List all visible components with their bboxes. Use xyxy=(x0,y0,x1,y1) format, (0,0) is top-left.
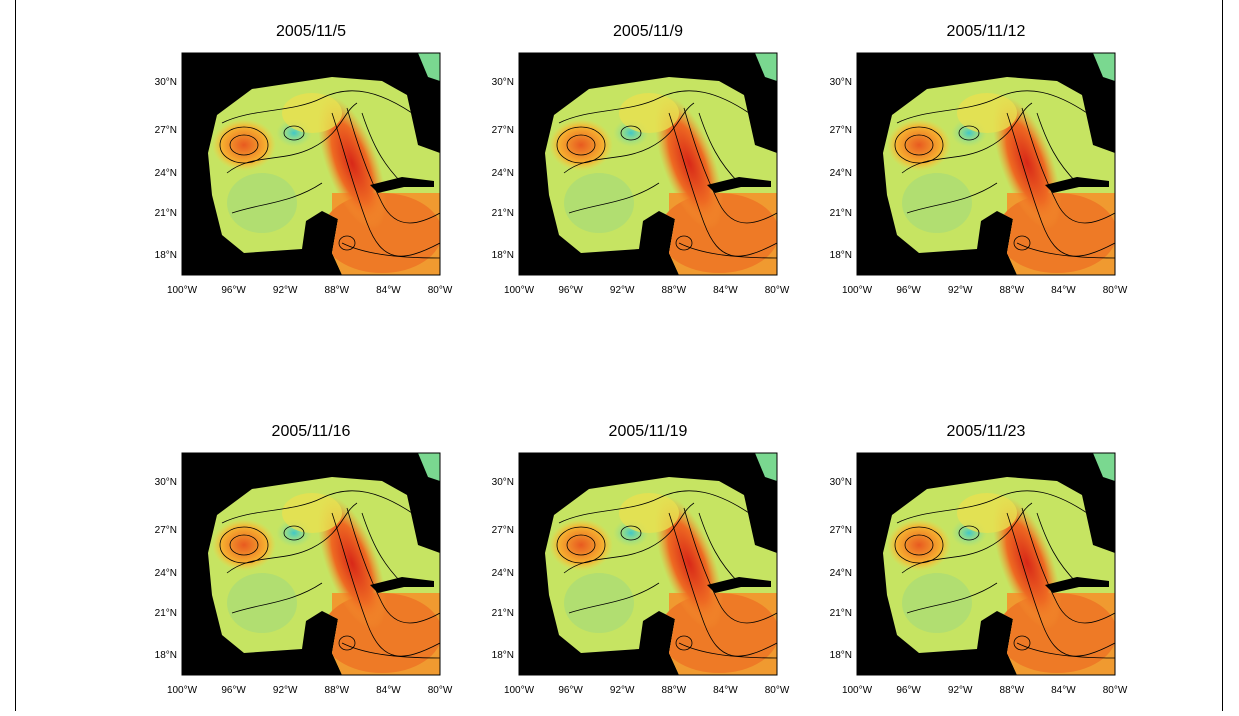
x-tick-label: 88°W xyxy=(662,285,687,296)
map xyxy=(182,453,442,675)
x-tick-label: 84°W xyxy=(713,285,738,296)
y-tick-label: 18°N xyxy=(830,250,852,261)
x-tick-label: 92°W xyxy=(273,285,298,296)
x-tick-label: 100°W xyxy=(842,285,873,296)
x-tick-label: 80°W xyxy=(765,285,790,296)
map xyxy=(857,53,1117,275)
map-panel: 2005/11/9 30°N 27°N 24°N 21°N 18°N 100°W 96°W 92… xyxy=(492,23,790,296)
x-tick-label: 84°W xyxy=(1051,285,1076,296)
map-panel: 2005/11/23 30°N 27°N 24°N 21°N 18°N 100°W 96°W 9… xyxy=(830,423,1128,696)
y-tick-label: 30°N xyxy=(155,477,177,488)
x-tick-label: 96°W xyxy=(896,685,921,696)
panel-title: 2005/11/9 xyxy=(613,23,683,40)
map xyxy=(519,453,779,675)
y-tick-label: 30°N xyxy=(492,77,514,88)
x-tick-label: 96°W xyxy=(221,685,246,696)
map-border xyxy=(518,452,778,676)
y-tick-label: 18°N xyxy=(492,250,514,261)
map-panel: 2005/11/5 30°N 27°N 24°N 21°N 18°N 100°W 96°W 92… xyxy=(155,23,453,296)
y-tick-label: 27°N xyxy=(830,125,852,136)
panel-title: 2005/11/5 xyxy=(276,23,346,40)
x-tick-label: 100°W xyxy=(167,685,198,696)
x-tick-label: 88°W xyxy=(325,685,350,696)
y-tick-label: 24°N xyxy=(830,168,852,179)
map-panel: 2005/11/16 30°N 27°N 24°N 21°N 18°N 100°W 96°W 9… xyxy=(155,423,453,696)
x-tick-label: 100°W xyxy=(167,285,198,296)
y-tick-label: 30°N xyxy=(492,477,514,488)
y-tick-label: 27°N xyxy=(155,525,177,536)
map-border xyxy=(518,52,778,276)
map xyxy=(519,53,779,275)
x-tick-label: 84°W xyxy=(1051,685,1076,696)
y-tick-label: 18°N xyxy=(830,650,852,661)
y-tick-label: 21°N xyxy=(155,608,177,619)
x-tick-label: 92°W xyxy=(948,285,973,296)
x-tick-label: 96°W xyxy=(221,285,246,296)
x-tick-label: 88°W xyxy=(662,685,687,696)
y-tick-label: 30°N xyxy=(155,77,177,88)
y-tick-label: 24°N xyxy=(830,568,852,579)
map-border xyxy=(181,452,441,676)
y-tick-label: 27°N xyxy=(492,125,514,136)
map-panel: 2005/11/19 30°N 27°N 24°N 21°N 18°N 100°W 96°W 9… xyxy=(492,423,790,696)
panel-title: 2005/11/16 xyxy=(272,423,351,440)
x-tick-label: 96°W xyxy=(558,285,583,296)
panel-title: 2005/11/23 xyxy=(947,423,1026,440)
x-tick-label: 92°W xyxy=(273,685,298,696)
y-tick-label: 24°N xyxy=(155,168,177,179)
x-tick-label: 88°W xyxy=(1000,285,1025,296)
x-tick-label: 92°W xyxy=(610,285,635,296)
map xyxy=(857,453,1117,675)
x-tick-label: 96°W xyxy=(896,285,921,296)
panel-title: 2005/11/12 xyxy=(947,23,1026,40)
map xyxy=(182,53,442,275)
map-panel: 2005/11/12 30°N 27°N 24°N 21°N 18°N 100°W 96°W 9… xyxy=(830,23,1128,296)
x-tick-label: 96°W xyxy=(558,685,583,696)
y-tick-label: 24°N xyxy=(492,168,514,179)
x-tick-label: 92°W xyxy=(610,685,635,696)
x-tick-label: 80°W xyxy=(1103,285,1128,296)
x-tick-label: 80°W xyxy=(765,685,790,696)
x-tick-label: 88°W xyxy=(325,285,350,296)
map-border xyxy=(856,452,1116,676)
y-tick-label: 18°N xyxy=(155,250,177,261)
y-tick-label: 21°N xyxy=(830,608,852,619)
y-tick-label: 27°N xyxy=(830,525,852,536)
x-tick-label: 100°W xyxy=(504,285,535,296)
panel-title: 2005/11/19 xyxy=(609,423,688,440)
y-tick-label: 18°N xyxy=(492,650,514,661)
y-tick-label: 24°N xyxy=(492,568,514,579)
y-tick-label: 21°N xyxy=(830,208,852,219)
y-tick-label: 30°N xyxy=(830,477,852,488)
x-tick-label: 84°W xyxy=(376,285,401,296)
x-tick-label: 80°W xyxy=(1103,685,1128,696)
y-tick-label: 21°N xyxy=(155,208,177,219)
y-tick-label: 18°N xyxy=(155,650,177,661)
map-border xyxy=(856,52,1116,276)
y-tick-label: 27°N xyxy=(492,525,514,536)
y-tick-label: 21°N xyxy=(492,608,514,619)
x-tick-label: 88°W xyxy=(1000,685,1025,696)
x-tick-label: 100°W xyxy=(842,685,873,696)
x-tick-label: 84°W xyxy=(713,685,738,696)
y-tick-label: 30°N xyxy=(830,77,852,88)
x-tick-label: 80°W xyxy=(428,685,453,696)
map-border xyxy=(181,52,441,276)
y-tick-label: 27°N xyxy=(155,125,177,136)
x-tick-label: 80°W xyxy=(428,285,453,296)
y-tick-label: 21°N xyxy=(492,208,514,219)
x-tick-label: 100°W xyxy=(504,685,535,696)
x-tick-label: 84°W xyxy=(376,685,401,696)
x-tick-label: 92°W xyxy=(948,685,973,696)
y-tick-label: 24°N xyxy=(155,568,177,579)
